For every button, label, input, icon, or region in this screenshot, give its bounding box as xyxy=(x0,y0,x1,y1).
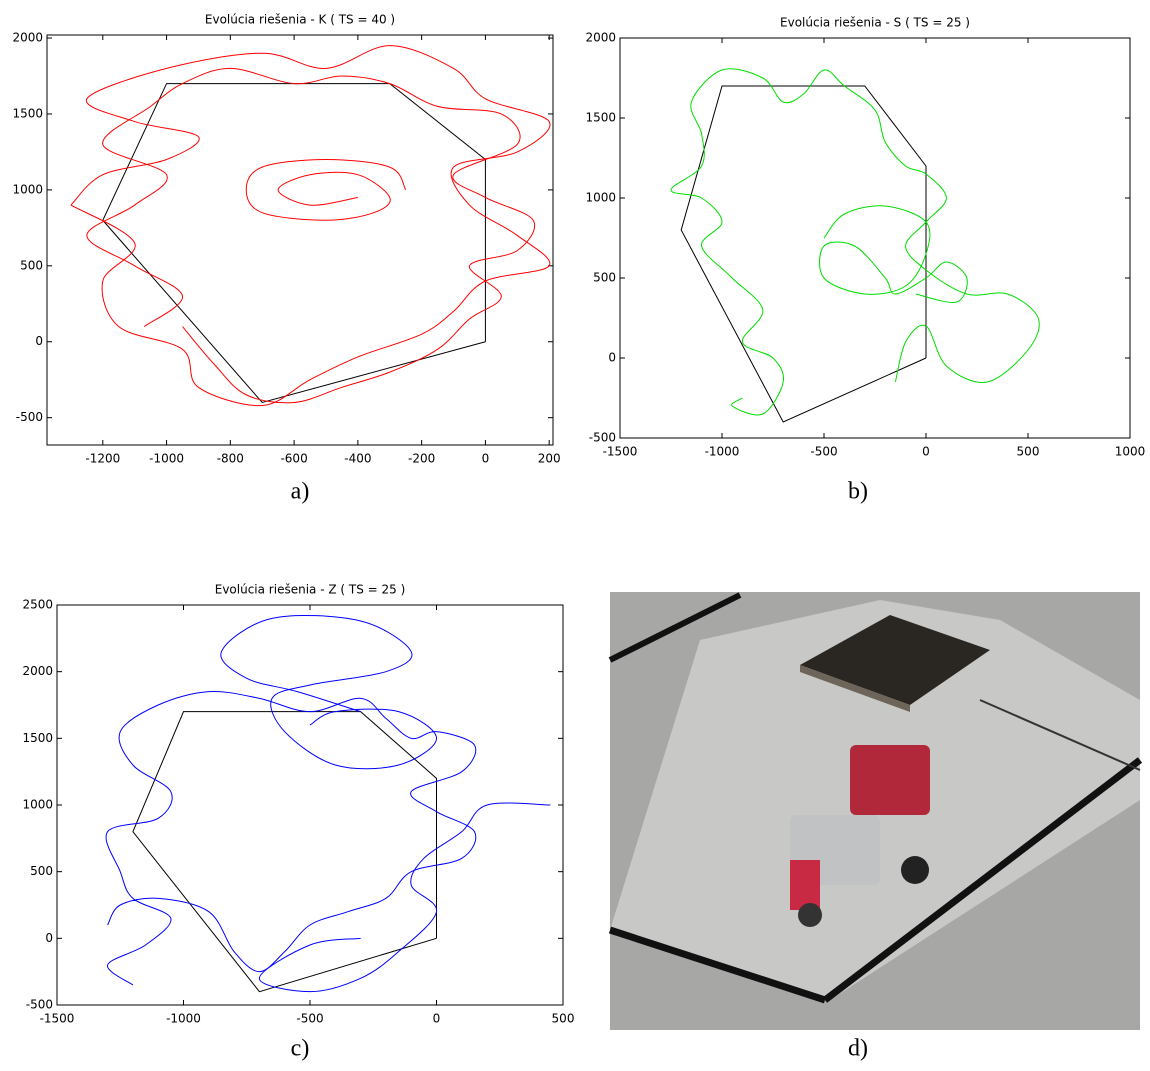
y-tick-label: 1500 xyxy=(12,106,43,120)
y-tick-label: 1000 xyxy=(12,182,43,196)
photo-robot xyxy=(850,745,930,815)
y-tick-label: 1500 xyxy=(22,731,53,745)
photo-wheel xyxy=(798,903,822,927)
photo-wheel xyxy=(901,856,929,884)
x-tick-label: -500 xyxy=(296,1012,323,1026)
photo-book-edge xyxy=(800,665,910,712)
photo-line xyxy=(608,926,827,1004)
y-tick-label: -500 xyxy=(16,410,43,424)
x-tick-label: 200 xyxy=(538,452,561,466)
trajectory xyxy=(670,68,1040,416)
chart-title: Evolúcia riešenia - S ( TS = 25 ) xyxy=(780,16,970,30)
y-tick-label: 2000 xyxy=(22,664,53,678)
y-tick-label: 2000 xyxy=(12,31,43,45)
y-tick-label: 0 xyxy=(45,931,53,945)
photo-line xyxy=(608,592,742,663)
x-tick-label: 500 xyxy=(1017,445,1040,459)
x-tick-label: -400 xyxy=(344,452,371,466)
y-tick-label: -500 xyxy=(26,998,53,1012)
caption: c) xyxy=(291,1036,310,1062)
trajectory xyxy=(245,159,407,221)
trajectory xyxy=(70,45,551,407)
photo-book xyxy=(800,615,990,705)
x-tick-label: -1000 xyxy=(166,1012,201,1026)
y-tick-label: 2500 xyxy=(22,598,53,612)
y-tick-label: 500 xyxy=(593,271,616,285)
trajectory xyxy=(86,67,536,404)
y-tick-label: 500 xyxy=(20,258,43,272)
trajectory xyxy=(680,85,927,423)
x-tick-label: -1500 xyxy=(603,445,638,459)
y-tick-label: 0 xyxy=(608,351,616,365)
y-tick-label: 2000 xyxy=(585,31,616,45)
chart-title: Evolúcia riešenia - Z ( TS = 25 ) xyxy=(215,583,406,597)
photo xyxy=(608,592,1143,1030)
y-tick-label: 1000 xyxy=(22,798,53,812)
x-tick-label: -1200 xyxy=(85,452,120,466)
x-tick-label: -200 xyxy=(408,452,435,466)
y-tick-label: 0 xyxy=(35,334,43,348)
photo-robot-part xyxy=(790,860,820,910)
x-tick-label: 0 xyxy=(433,1012,441,1026)
x-tick-label: 0 xyxy=(482,452,490,466)
x-tick-label: -1000 xyxy=(705,445,740,459)
chart-title: Evolúcia riešenia - K ( TS = 40 ) xyxy=(205,13,395,27)
x-tick-label: -1000 xyxy=(149,452,184,466)
photo-line xyxy=(822,757,1143,1003)
x-tick-label: 1000 xyxy=(1115,445,1146,459)
trajectory xyxy=(132,711,437,993)
y-tick-label: 1000 xyxy=(585,191,616,205)
plot-frame xyxy=(619,37,1131,439)
plot-frame xyxy=(46,34,554,446)
x-tick-label: 500 xyxy=(552,1012,575,1026)
caption: b) xyxy=(848,479,868,505)
y-tick-label: 1500 xyxy=(585,111,616,125)
trajectory xyxy=(258,802,551,993)
x-tick-label: -600 xyxy=(280,452,307,466)
caption: d) xyxy=(848,1036,868,1062)
x-tick-label: -500 xyxy=(810,445,837,459)
x-tick-label: -1500 xyxy=(40,1012,75,1026)
x-tick-label: 0 xyxy=(922,445,930,459)
trajectory xyxy=(819,205,968,303)
trajectory xyxy=(105,690,477,986)
x-tick-label: -800 xyxy=(217,452,244,466)
caption: a) xyxy=(291,479,310,505)
y-tick-label: 500 xyxy=(30,864,53,878)
y-tick-label: -500 xyxy=(589,431,616,445)
trajectory xyxy=(220,614,438,770)
photo-line xyxy=(979,699,1141,771)
